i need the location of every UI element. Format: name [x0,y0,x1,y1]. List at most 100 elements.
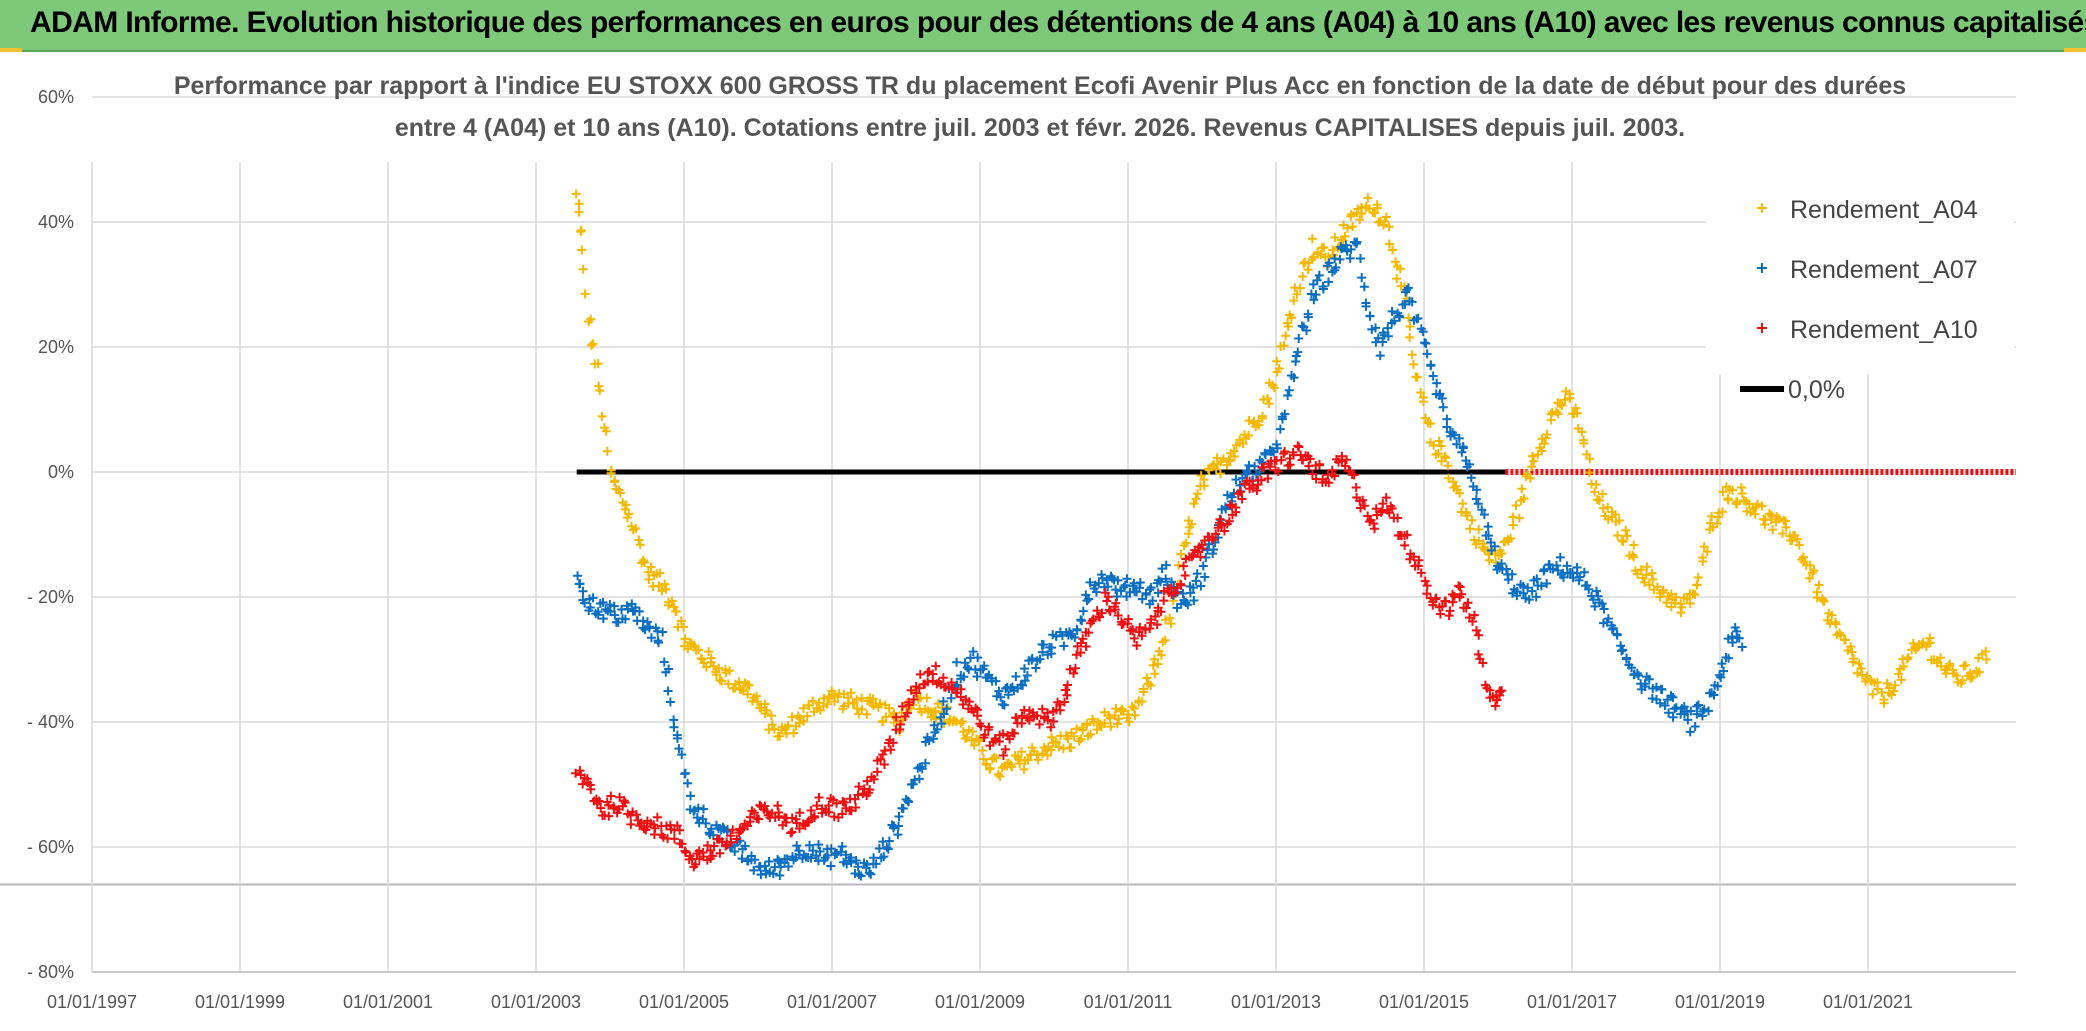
data-point [1903,652,1913,662]
data-point [1330,232,1340,242]
data-point [1648,574,1658,584]
data-point [1259,395,1269,405]
data-point [1280,409,1290,419]
data-point [1455,488,1465,498]
data-point [1114,714,1124,724]
data-point [1381,212,1391,222]
data-point [1184,529,1194,539]
data-point [906,685,916,695]
data-point [998,751,1008,761]
data-point [594,381,604,391]
data-point [1009,728,1019,738]
data-point [879,852,889,862]
data-point [1209,544,1219,554]
data-point [675,825,685,835]
data-point [999,700,1009,710]
data-point [1693,700,1703,710]
data-point [730,683,740,693]
data-point [1744,499,1754,509]
data-point [1252,485,1262,495]
data-point [952,657,962,667]
data-point [1484,531,1494,541]
data-point [812,801,822,811]
data-point [1070,633,1080,643]
data-point [1120,580,1130,590]
data-point [1443,461,1453,471]
data-point [1301,325,1311,335]
data-point [576,225,586,235]
data-point [854,782,864,792]
data-point [1103,582,1113,592]
data-point [826,844,836,854]
data-point [1150,669,1160,679]
data-point [837,809,847,819]
data-point [894,811,904,821]
data-point [889,823,899,833]
data-point [677,750,687,760]
data-point [1474,536,1484,546]
data-point [1728,485,1738,495]
data-point [1011,713,1021,723]
data-point [1047,732,1057,742]
data-point [1046,745,1056,755]
data-point [1629,540,1639,550]
data-point [578,779,588,789]
data-point [846,688,856,698]
data-point [1612,629,1622,639]
data-point [937,719,947,729]
data-point [658,627,668,637]
data-point [1084,628,1094,638]
data-point [1603,614,1613,624]
data-point [631,523,641,533]
data-point [604,811,614,821]
banner: ADAM Informe. Evolution historique des p… [0,0,2086,52]
data-point [862,776,872,786]
data-point [1018,680,1028,690]
data-point [1309,295,1319,305]
data-point [1652,582,1662,592]
data-point [725,666,735,676]
data-point [1078,634,1088,644]
data-point [1597,599,1607,609]
data-point [1122,574,1132,584]
data-point [1805,560,1815,570]
data-point [1492,695,1502,705]
data-point [951,688,961,698]
data-point [1072,624,1082,634]
data-point [1105,713,1115,723]
data-point [1405,322,1415,332]
data-point [1033,755,1043,765]
data-point [1037,647,1047,657]
data-point [1840,635,1850,645]
data-point [1275,424,1285,434]
data-point [1119,582,1129,592]
data-point [620,504,630,514]
data-point [1539,439,1549,449]
legend-label-a10: Rendement_A10 [1790,316,1978,344]
data-point [1485,685,1495,695]
data-point [1346,209,1356,219]
data-point [1478,539,1488,549]
data-point [1599,604,1609,614]
data-point [872,767,882,777]
data-point [1458,443,1468,453]
data-point [979,754,989,764]
data-point [1264,399,1274,409]
data-point [998,729,1008,739]
data-point [824,691,834,701]
data-point [1037,704,1047,714]
data-point [1457,589,1466,599]
data-point [1422,581,1432,591]
data-point [1768,525,1778,535]
data-point [1882,678,1892,688]
data-point [938,696,948,706]
data-point [593,607,603,617]
data-point [1555,399,1565,409]
data-point [1047,643,1057,653]
data-point [839,701,849,711]
data-point [1454,581,1464,591]
data-point [718,822,728,832]
data-point [680,769,690,779]
data-point [1497,549,1507,559]
data-point [1371,323,1381,333]
